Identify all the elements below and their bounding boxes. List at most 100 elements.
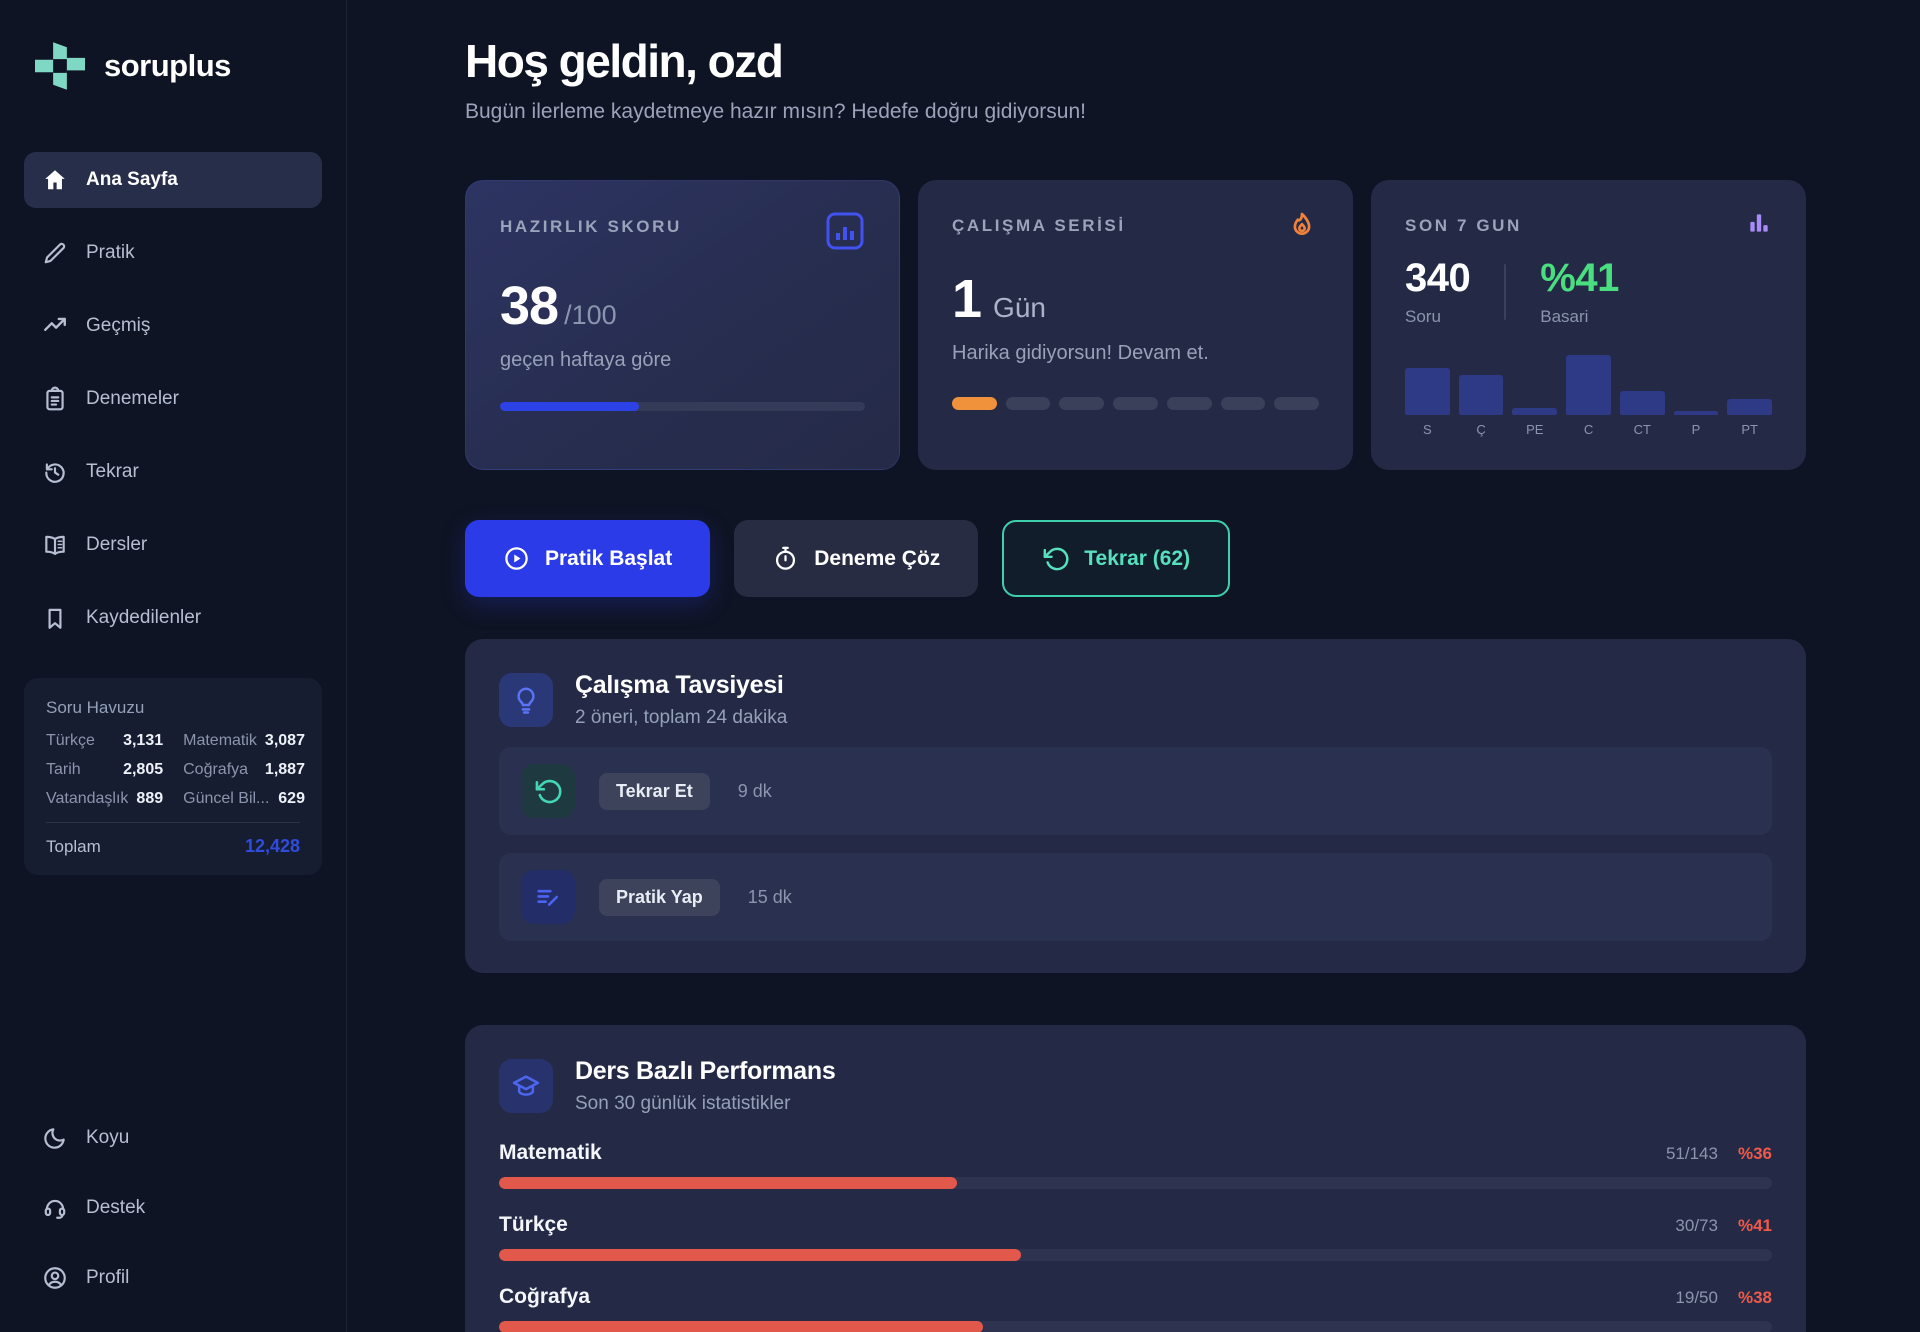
brand-name: soruplus [104,48,231,83]
day-label: S [1423,422,1432,437]
flame-icon [1285,210,1319,244]
pool-stat: Vatandaşlık 889 [46,790,163,808]
start-practice-button[interactable]: Pratik Başlat [465,520,711,597]
day-label: PT [1741,422,1758,437]
study-advice-card: Çalışma Tavsiyesi 2 öneri, toplam 24 dak… [465,639,1806,973]
pool-stat-label: Vatandaşlık [46,790,129,807]
bar-chart-box-icon [825,211,865,251]
divider [1504,263,1507,320]
pool-stat-value: 3,131 [123,732,164,749]
question-pool-title: Soru Havuzu [46,698,145,717]
rotate-ccw-icon [521,764,575,818]
weekly-bar [1458,374,1504,415]
readiness-score-card: HAZIRLIK SKORU 38 /100 geçen haftaya gör… [465,180,900,470]
sidebar-item-dersler[interactable]: Dersler [24,517,322,573]
weekly-bar [1566,354,1611,415]
sidebar-item-destek[interactable]: Destek [24,1180,322,1236]
pool-stat: Türkçe 3,131 [46,732,163,750]
brand-logo[interactable]: soruplus [24,30,322,96]
practice-lines-icon [521,870,575,924]
open-book-icon [42,532,68,558]
pencil-icon [42,240,68,266]
question-pool-panel: Soru Havuzu Türkçe 3,131 Matematik 3,087… [24,678,322,875]
streak-segment [1059,397,1105,410]
streak-unit: Gün [993,292,1046,323]
sidebar-item-gecmis[interactable]: Geçmiş [24,298,322,354]
weekly-bar [1512,407,1558,415]
subject-percent: %38 [1737,1288,1772,1307]
streak-card-note: Harika gidiyorsun! Devam et. [952,342,1209,364]
page-title: Hoş geldin, ozd [465,35,784,87]
button-label: Tekrar (62) [1084,546,1191,570]
sidebar-item-profil[interactable]: Profil [24,1250,322,1306]
advice-item-pratik-yap[interactable]: Pratik Yap 15 dk [499,853,1772,941]
readiness-progress-track [500,402,865,411]
subject-percent: %41 [1737,1216,1772,1235]
study-streak-card: ÇALIŞMA SERİSİ 1 Gün Harika gidiyorsun! … [918,180,1353,470]
streak-value: 1 [952,269,982,329]
day-label: PE [1526,422,1544,437]
solve-exam-button[interactable]: Deneme Çöz [734,520,979,597]
home-icon [42,167,68,193]
day-label: P [1691,422,1701,437]
readiness-progress-fill [500,402,639,411]
sidebar-item-label: Denemeler [86,388,179,409]
pool-stat-label: Coğrafya [183,761,249,778]
last7-accuracy-value: %41 [1540,256,1619,300]
subject-name: Coğrafya [499,1285,591,1308]
sidebar-item-ana-sayfa[interactable]: Ana Sayfa [24,152,322,208]
day-label: CT [1633,422,1651,437]
main-content: Hoş geldin, ozd Bugün ilerleme kaydetmey… [347,0,1920,1332]
pool-stat-value: 2,805 [123,761,164,778]
stopwatch-icon [772,545,799,572]
sidebar-item-label: Geçmiş [86,315,151,336]
pool-stat-label: Türkçe [46,732,95,749]
lightbulb-icon [499,673,553,727]
subject-progress-fill [499,1321,983,1332]
sidebar-item-label: Destek [86,1197,146,1218]
sidebar-item-label: Pratik [86,242,135,263]
advice-list: Tekrar Et 9 dk Pratik Yap 15 dk [499,747,1772,941]
clipboard-icon [42,386,68,412]
pool-stat-value: 1,887 [264,761,305,778]
sidebar-item-label: Tekrar [86,461,139,482]
sidebar-item-kaydedilenler[interactable]: Kaydedilenler [24,590,322,646]
weekly-bar [1405,368,1450,415]
bar-chart-icon [1746,210,1772,236]
streak-segments [952,397,1320,410]
weekly-bar [1619,390,1665,415]
weekly-bar [1727,399,1773,415]
advice-item-tekrar-et[interactable]: Tekrar Et 9 dk [499,747,1772,835]
rotate-ccw-icon [1042,545,1069,572]
sidebar-item-koyu[interactable]: Koyu [24,1110,322,1166]
weekly-bar [1673,411,1719,415]
last7-stats: 340 Soru %41 Basari [1405,256,1772,327]
subject-name: Türkçe [499,1213,568,1236]
readiness-card-note: geçen haftaya göre [500,349,672,371]
pool-stat-label: Matematik [183,732,257,749]
last7-questions-value: 340 [1405,256,1471,300]
repeat-button[interactable]: Tekrar (62) [1002,520,1231,597]
trending-line-icon [42,313,68,339]
graduation-cap-icon [499,1059,553,1113]
pool-stat-value: 3,087 [264,732,305,749]
subject-name: Matematik [499,1141,602,1164]
moon-icon [42,1125,68,1151]
advice-subtitle: 2 öneri, toplam 24 dakika [575,707,788,728]
sidebar-item-tekrar[interactable]: Tekrar [24,444,322,500]
advice-duration: 15 dk [747,886,792,907]
sidebar-item-label: Ana Sayfa [86,169,178,190]
subject-progress-track [499,1249,1772,1261]
day-label: Ç [1476,422,1486,437]
pool-stat: Güncel Bil... 629 [183,790,305,808]
history-icon [42,459,68,485]
sidebar-item-pratik[interactable]: Pratik [24,225,322,281]
subject-progress-fill [499,1177,958,1189]
sidebar-item-label: Dersler [86,534,148,555]
streak-card-label: ÇALIŞMA SERİSİ [952,216,1126,235]
subject-ratio: 19/50 [1675,1288,1718,1307]
performance-subtitle: Son 30 günlük istatistikler [575,1093,791,1114]
subject-ratio: 30/73 [1675,1216,1718,1235]
last7-questions-label: Soru [1405,307,1441,326]
sidebar-item-denemeler[interactable]: Denemeler [24,371,322,427]
